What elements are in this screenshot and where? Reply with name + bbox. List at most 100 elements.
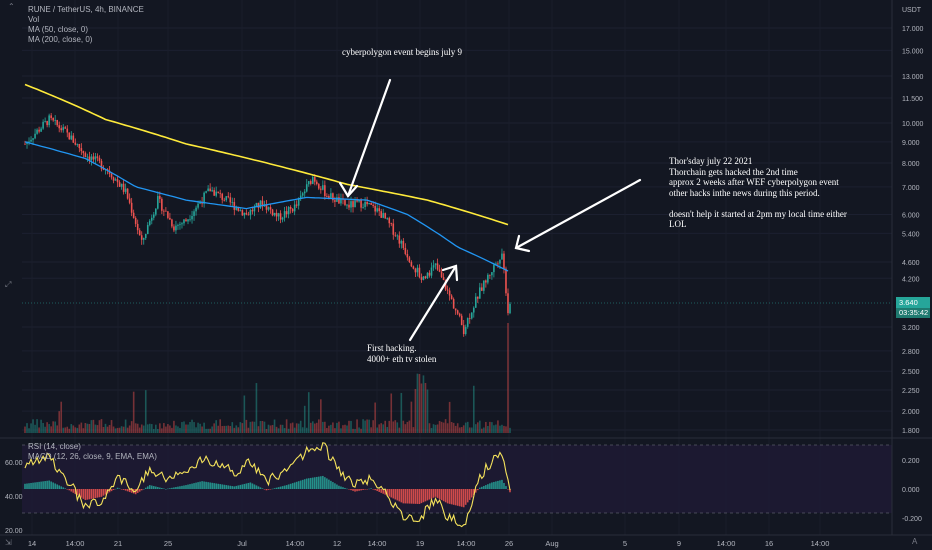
scale-icon[interactable]: ⇲ xyxy=(5,538,12,547)
legend-ma50[interactable]: MA (50, close, 0) xyxy=(28,25,89,34)
candle-body xyxy=(144,233,147,239)
volume-bar xyxy=(299,420,302,433)
volume-bar xyxy=(146,424,149,433)
volume-bar xyxy=(420,383,423,433)
volume-bar xyxy=(362,419,364,433)
volume-bar xyxy=(430,427,433,433)
volume-bar xyxy=(197,422,199,433)
macd-bar xyxy=(199,481,201,489)
macd-bar xyxy=(130,489,133,493)
legend-rsi[interactable]: RSI (14, close) xyxy=(28,442,81,451)
zoom-icon[interactable]: ⤢ xyxy=(5,280,12,289)
macd-bar xyxy=(215,483,217,489)
candle-body xyxy=(366,201,368,205)
macd-bar xyxy=(464,489,467,505)
candle-body xyxy=(307,181,310,185)
volume-bar xyxy=(376,427,378,433)
macd-bar xyxy=(259,487,262,489)
macd-bar xyxy=(501,479,503,489)
legend-macd[interactable]: MACD (12, 26, close, 9, EMA, EMA) xyxy=(28,452,157,461)
candle-body xyxy=(150,217,153,221)
macd-bar xyxy=(430,489,433,499)
candle-body xyxy=(126,188,129,199)
rsi-axis[interactable]: 60.00 40.00 20.00 xyxy=(5,460,23,535)
macd-bar xyxy=(249,482,252,489)
candle-body xyxy=(259,200,262,208)
legend-symbol[interactable]: RUNE / TetherUS, 4h, BINANCE xyxy=(28,5,144,14)
macd-bar xyxy=(237,485,240,489)
volume-bar xyxy=(126,427,129,433)
candle-body xyxy=(142,238,145,240)
legend-vol[interactable]: Vol xyxy=(28,15,40,24)
macd-bar xyxy=(90,489,93,499)
candle-body xyxy=(163,210,165,212)
macd-bar xyxy=(348,489,350,490)
volume-bar xyxy=(483,427,485,433)
candle-body xyxy=(364,201,366,207)
macd-bar xyxy=(56,484,58,489)
macd-bar xyxy=(46,480,48,489)
candle-body xyxy=(392,223,395,235)
candle-body xyxy=(452,299,455,309)
volume-bar xyxy=(195,427,197,433)
macd-bar xyxy=(422,489,425,503)
volume-bar xyxy=(330,424,332,433)
price-axis[interactable]: 17.000 15.000 13.000 11.500 10.000 9.000 8.000… xyxy=(902,26,924,435)
candle-body xyxy=(446,289,449,291)
legend-ma200[interactable]: MA (200, close, 0) xyxy=(28,35,93,44)
volume-bar xyxy=(60,401,63,433)
volume-bar xyxy=(219,419,222,433)
candle-body xyxy=(273,212,276,216)
volume-bar xyxy=(231,422,234,433)
volume-bar xyxy=(436,424,439,433)
time-tick-label: 9 xyxy=(677,539,681,548)
macd-bar xyxy=(185,485,187,489)
macd-bar xyxy=(360,489,362,491)
macd-bar xyxy=(100,489,103,497)
candle-body xyxy=(247,214,250,216)
candle-body xyxy=(44,120,46,122)
volume-bar xyxy=(251,421,254,433)
volume-bar xyxy=(155,424,157,433)
price-tick-label: 10.000 xyxy=(902,121,924,128)
macd-axis[interactable]: 0.200 0.000 -0.200 xyxy=(902,458,922,523)
volume-bar xyxy=(82,428,85,433)
macd-bar xyxy=(209,482,211,489)
candle-body xyxy=(152,214,155,218)
volume-bar xyxy=(479,420,481,433)
macd-bar xyxy=(326,478,328,489)
macd-bar xyxy=(48,480,50,489)
candle-body xyxy=(388,218,391,224)
candle-body xyxy=(76,143,79,145)
macd-bar xyxy=(358,489,360,491)
volume-bar xyxy=(406,421,409,433)
volume-bar xyxy=(505,426,507,433)
macd-bar xyxy=(499,480,501,489)
auto-scale-icon[interactable]: A xyxy=(912,537,918,546)
collapse-icon[interactable]: ⌃ xyxy=(8,2,15,11)
macd-bar xyxy=(372,489,374,490)
macd-bar xyxy=(474,489,477,493)
candle-body xyxy=(402,240,405,248)
candle-body xyxy=(116,179,119,183)
candle-body xyxy=(360,199,362,208)
arrow-first-hack xyxy=(408,264,458,342)
volume-bar xyxy=(398,427,401,433)
macd-bar xyxy=(88,489,91,500)
candle-body xyxy=(472,307,475,313)
volume-bar xyxy=(24,426,26,433)
arrow-first-hack-head xyxy=(441,264,459,282)
volume-bar xyxy=(193,422,195,433)
candle-body xyxy=(370,202,372,205)
macd-bar xyxy=(175,487,177,489)
time-axis[interactable]: 14 14:00 21 25 Jul 14:00 12 14:00 19 14:00 26 Aug 5 9… xyxy=(28,539,830,548)
candle-body xyxy=(275,212,278,217)
volume-bar xyxy=(50,426,52,433)
macd-bar xyxy=(183,485,185,489)
macd-bar xyxy=(338,485,340,489)
rsi-tick-label: 40.00 xyxy=(5,494,23,501)
macd-bar xyxy=(201,481,203,489)
volume-bar xyxy=(503,425,505,433)
candle-body xyxy=(267,207,270,210)
